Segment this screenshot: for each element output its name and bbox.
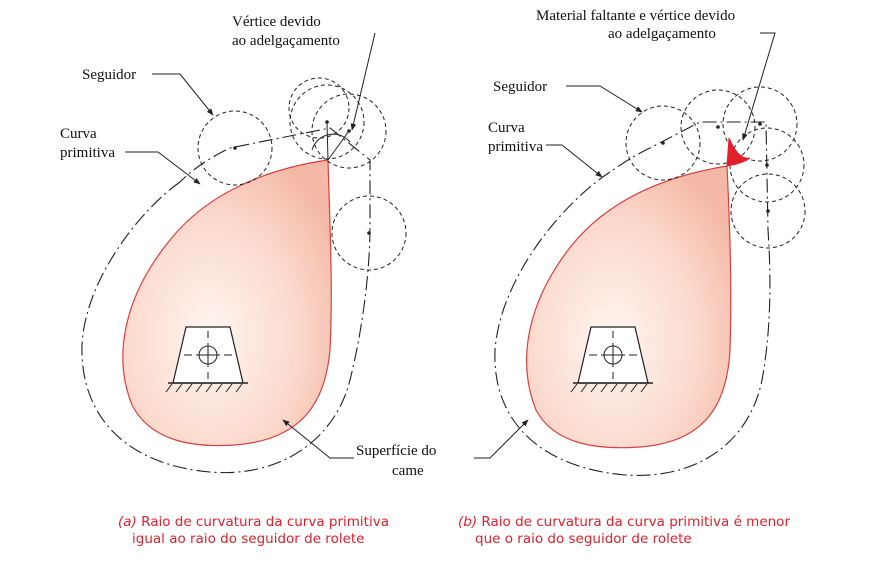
panel-a: Vértice devido ao adelgaçamento Seguidor… [60, 14, 436, 547]
label-pitch-curve-a-line2: primitiva [60, 145, 115, 161]
panel-b: Material faltante e vértice devido ao ad… [458, 8, 806, 547]
follower-circle [331, 195, 407, 271]
label-pitch-curve-b-line1: Curva [488, 120, 525, 136]
missing-material [726, 137, 751, 167]
label-pitch-curve-a-line1: Curva [60, 126, 97, 142]
cam-surface-b [526, 165, 732, 449]
label-vertex-line2: ao adelgaçamento [232, 33, 340, 49]
follower-circle [289, 84, 365, 160]
label-cam-surface-line1: Superfície do [356, 443, 436, 459]
follower-circle [625, 105, 701, 181]
follower-circle [729, 127, 805, 203]
label-follower-b: Seguidor [493, 79, 547, 95]
label-pitch-curve-b-line2: primitiva [488, 139, 543, 155]
follower-circle [311, 93, 387, 169]
label-cam-surface-line2: came [392, 463, 424, 479]
label-missing-line1: Material faltante e vértice devido [536, 8, 735, 24]
follower-circle [680, 89, 756, 165]
pitch-curve-b [494, 121, 771, 476]
follower-circle [722, 86, 798, 162]
cam-surface-a [122, 159, 332, 447]
follower-circle [288, 77, 350, 139]
follower-circle [730, 173, 806, 249]
label-missing-line2: ao adelgaçamento [608, 26, 716, 42]
caption-a-line2: igual ao raio do seguidor de rolete [132, 531, 364, 547]
caption-b-line2: que o raio do seguidor de rolete [475, 531, 692, 547]
pitch-curve-a [81, 127, 371, 474]
label-vertex-line1: Vértice devido [232, 14, 321, 30]
label-follower-a: Seguidor [82, 67, 136, 83]
caption-a-line1: (a) Raio de curvatura da curva primitiva [118, 514, 389, 530]
caption-b-line1: (b) Raio de curvatura da curva primitiva… [458, 514, 790, 530]
follower-circle [197, 110, 273, 186]
